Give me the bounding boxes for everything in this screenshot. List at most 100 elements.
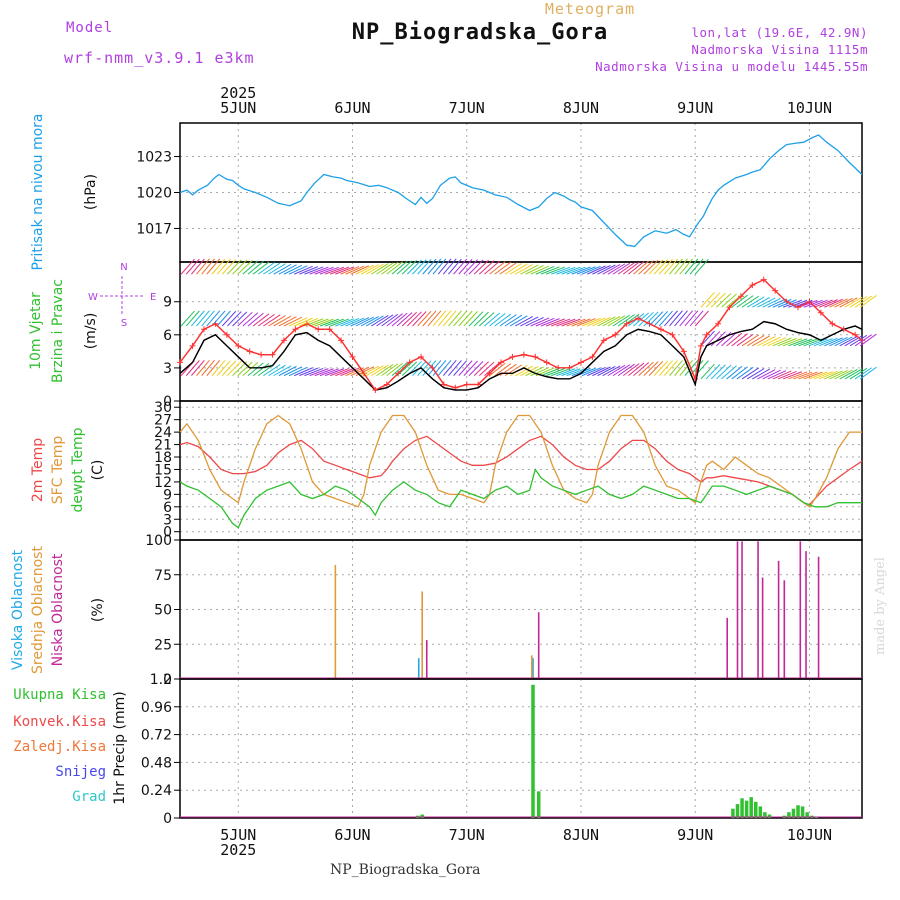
wind-barb: [437, 310, 452, 327]
wind-barb: [304, 367, 324, 377]
wind-barb: [633, 260, 649, 275]
wind-barb: [268, 364, 286, 377]
footer-station-name: NP_Biogradska_Gora: [330, 862, 481, 878]
wind-barb: [581, 317, 601, 327]
wind-barb: [587, 317, 606, 327]
wind-barb: [489, 313, 506, 327]
wind-barb: [412, 311, 427, 327]
wind-barb: [793, 371, 813, 380]
precip-legend-0: Ukupna Kisa: [13, 687, 106, 703]
bottom-year-label: 2025: [220, 841, 256, 859]
wind-barb: [849, 367, 868, 380]
wind-barb: [617, 262, 635, 275]
wind-barb: [391, 260, 408, 275]
wind-barb: [227, 360, 242, 376]
wind-barb: [237, 311, 253, 327]
wind-barb: [684, 360, 699, 376]
wind-barb: [602, 365, 621, 377]
wind-barb: [211, 310, 226, 327]
top-day-label: 6JUN: [334, 99, 370, 117]
bar-ukupna-kisa: [744, 800, 749, 818]
wind-barb: [721, 332, 737, 347]
wind-barb: [196, 310, 210, 327]
wind-barb: [643, 361, 659, 376]
y-tick-label: 0.96: [141, 700, 172, 716]
wind-barb: [417, 310, 432, 327]
wind-barb: [597, 366, 616, 377]
wind-barb: [319, 266, 339, 275]
wind-barb: [330, 368, 350, 377]
wind-barb: [196, 258, 210, 275]
wind-barb: [247, 261, 264, 275]
series-line-pritisak: [179, 134, 863, 248]
wind-barb: [767, 298, 787, 308]
wind-barb: [746, 334, 765, 347]
wind-barb: [803, 371, 823, 380]
wind-barb: [829, 336, 848, 347]
wind-barb: [283, 264, 303, 275]
wind-barb: [638, 312, 654, 327]
wind-barb: [535, 317, 555, 327]
wind-barb: [365, 263, 384, 275]
wind-barb: [530, 367, 550, 377]
top-day-label: 7JUN: [449, 99, 485, 117]
wind-barb: [417, 259, 432, 275]
bar-ukupna-kisa: [749, 797, 753, 818]
wind-barb: [561, 318, 581, 327]
bar-srednja-oblacnost: [531, 655, 533, 679]
wind-barb: [288, 366, 308, 377]
wind-barb: [653, 360, 669, 376]
wind-barb: [237, 260, 253, 275]
wind-barb: [854, 295, 873, 308]
wind-barb: [227, 259, 242, 275]
wind-barb: [777, 337, 797, 347]
wind-barb: [273, 263, 292, 275]
wind-barb: [257, 262, 275, 275]
wind-barb: [406, 311, 422, 327]
wind-barb: [473, 361, 489, 376]
wind-barb: [824, 337, 843, 347]
wind-barb: [824, 370, 843, 380]
cloud-ylabel: (%): [90, 598, 106, 622]
wind-series-brzina: [179, 320, 863, 391]
wind-barb: [731, 333, 748, 347]
wind-barb: [185, 310, 200, 327]
wind-barb: [808, 338, 828, 347]
wind-barb: [381, 313, 399, 327]
wind-barb: [839, 369, 858, 380]
wind-barb: [540, 367, 560, 377]
wind-barb: [716, 364, 732, 380]
wind-barb: [638, 260, 654, 275]
wind-barb: [530, 265, 550, 275]
wind-barb: [648, 259, 664, 275]
wind-barb: [741, 367, 760, 380]
wind-barb: [839, 335, 858, 347]
wind-barb: [237, 361, 253, 376]
bar-ukupna-kisa: [740, 798, 744, 818]
wind-barb: [458, 310, 473, 327]
wind-barb: [545, 266, 566, 275]
wind-barb: [417, 360, 432, 376]
y-tick-label: 0: [163, 672, 172, 688]
wind-barb: [314, 318, 334, 327]
wind-barb: [813, 371, 833, 380]
wind-barb: [232, 361, 248, 376]
wind-barb: [432, 310, 447, 327]
wind-barb: [762, 369, 781, 380]
wind-barb: [448, 258, 462, 275]
wind-barb: [674, 310, 688, 327]
bar-niska-oblacnost: [805, 551, 807, 679]
wind-barb: [191, 258, 205, 275]
wind-barb: [757, 297, 776, 308]
wind-barb: [617, 363, 635, 377]
bar-ukupna-kisa: [805, 812, 809, 818]
wind-barb: [191, 310, 205, 327]
pressure-title: Pritisak na nivou mora: [30, 113, 46, 270]
wind-barb: [268, 315, 286, 327]
wind-barb: [571, 368, 591, 377]
panel-wind: 0 3 6 9: [163, 261, 865, 410]
wind-barb: [371, 364, 389, 377]
y-tick-label: 15: [154, 462, 172, 478]
wind-barb: [628, 261, 645, 275]
